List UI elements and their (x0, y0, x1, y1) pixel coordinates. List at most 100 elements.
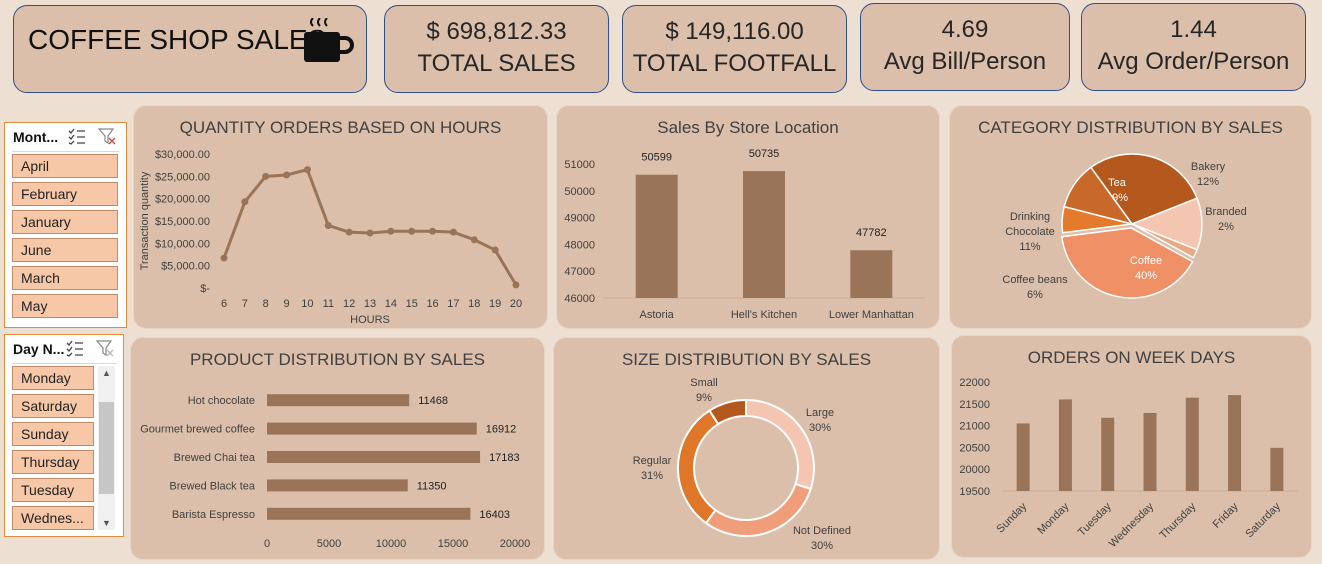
data-point (262, 172, 270, 180)
category-pie-chart: Tea29%Bakery12%Branded2%Coffee40%Coffee … (1002, 153, 1247, 301)
bar (267, 394, 410, 407)
chart-title: PRODUCT DISTRIBUTION BY SALES (189, 350, 486, 369)
clear-filter-icon[interactable] (97, 127, 117, 145)
category-label: Lower Manhattan (829, 309, 914, 321)
slicer-item-saturday[interactable]: Saturday (12, 394, 94, 418)
x-tick-label: 5000 (317, 538, 341, 550)
category-label: Astoria (640, 309, 675, 321)
clear-filter-icon[interactable] (95, 339, 115, 357)
data-point (345, 228, 353, 236)
x-tick-label: 9 (284, 298, 290, 310)
data-label: 16403 (479, 509, 510, 521)
category-pie-chart-panel: CATEGORY DISTRIBUTION BY SALES Tea 29% Bak… (950, 106, 1311, 328)
chart-title: ORDERS ON WEEK DAYS (1027, 348, 1236, 367)
y-tick-label: 21500 (959, 399, 990, 411)
slicer-item-march[interactable]: March (12, 266, 118, 290)
slicer-item-monday[interactable]: Monday (12, 366, 94, 390)
slicer-item-thursday[interactable]: Thursday (12, 450, 94, 474)
y-tick-label: $30,000.00 (155, 149, 210, 161)
kpi-label: Avg Bill/Person (883, 48, 1047, 75)
month-slicer: Mont... April February January June Marc… (4, 122, 127, 328)
y-tick-label: $10,000.00 (155, 238, 210, 250)
category-label: Saturday (1243, 500, 1283, 540)
x-tick-label: 10 (301, 298, 313, 310)
slicer-item-sunday[interactable]: Sunday (12, 422, 94, 446)
slice-percent: 6% (1027, 289, 1043, 301)
x-tick-label: 6 (221, 298, 227, 310)
bar (267, 422, 477, 435)
y-tick-label: 21000 (959, 421, 990, 433)
doughnut-slice (677, 409, 720, 525)
slice-label: Coffee beans (1002, 274, 1068, 286)
x-tick-label: 7 (242, 298, 248, 310)
bar (267, 451, 481, 463)
x-tick-label: 8 (263, 298, 269, 310)
slice-label: Large (806, 407, 834, 419)
bar (1270, 447, 1284, 491)
bar (1143, 412, 1157, 491)
x-tick-label: 15 (406, 298, 418, 310)
category-label: Thursday (1157, 500, 1198, 541)
product-bar-chart-panel: PRODUCT DISTRIBUTION BY SALES 0 5000 10000… (131, 338, 544, 559)
slice-label: Bakery (1191, 161, 1226, 173)
y-tick-label: 46000 (564, 293, 595, 305)
data-point (512, 281, 520, 289)
slicer-scrollbar[interactable]: ▲ ▼ (98, 366, 115, 530)
slicer-item-april[interactable]: April (12, 154, 118, 178)
slicer-item-may[interactable]: May (12, 294, 118, 318)
x-tick-label: 13 (364, 298, 376, 310)
data-point (429, 227, 437, 235)
chart-title: Sales By Store Location (657, 118, 839, 137)
x-tick-label: 19 (489, 298, 501, 310)
kpi-total-footfall: $ 149,116.00 TOTAL FOOTFALL (622, 5, 847, 93)
slicer-item-june[interactable]: June (12, 238, 118, 262)
y-tick-label: 49000 (564, 213, 595, 225)
slice-label: Tea (1108, 177, 1127, 189)
size-doughnut-chart: Large 30% Not Defined 30% Regular 31% Small 9% (633, 377, 851, 552)
slicer-item-tuesday[interactable]: Tuesday (12, 478, 94, 502)
data-point (408, 227, 416, 235)
doughnut-slice (745, 398, 815, 491)
category-label: Wednesday (1107, 500, 1157, 550)
kpi-total-sales: $ 698,812.33 TOTAL SALES (384, 5, 609, 93)
y-axis-label: Transaction quantity (139, 171, 151, 270)
kpi-label: TOTAL FOOTFALL (632, 50, 837, 77)
data-label: 50599 (641, 152, 672, 164)
slicer-item-january[interactable]: January (12, 210, 118, 234)
slicer-item-wednesday[interactable]: Wednes... (12, 506, 94, 530)
kpi-avg-order: 1.44 Avg Order/Person (1081, 3, 1306, 91)
day-slicer-title: Day N... (13, 341, 65, 357)
data-label: 16912 (486, 424, 517, 436)
bar (1058, 399, 1072, 491)
multi-select-icon[interactable] (67, 127, 87, 145)
data-label: 17183 (489, 452, 520, 464)
kpi-label: Avg Order/Person (1097, 48, 1290, 75)
kpi-label: TOTAL SALES (417, 50, 576, 77)
category-label: Hell's Kitchen (731, 309, 797, 321)
y-tick-label: $15,000.00 (155, 216, 210, 228)
series-line (222, 168, 518, 286)
slice-percent: 40% (1135, 270, 1157, 282)
slicer-item-february[interactable]: February (12, 182, 118, 206)
slice-percent: 2% (1218, 221, 1234, 233)
y-tick-label: 20000 (959, 464, 990, 476)
y-tick-label: 47000 (564, 266, 595, 278)
bar (1185, 397, 1199, 491)
data-point (303, 166, 311, 174)
multi-select-icon[interactable] (65, 339, 85, 357)
slice-label: Not Defined (793, 525, 851, 537)
x-axis-label: HOURS (350, 314, 390, 326)
x-tick-label: 16 (426, 298, 438, 310)
slice-percent: 30% (811, 540, 833, 552)
data-label: 50735 (749, 148, 780, 160)
pie-slice (1131, 223, 1199, 259)
x-tick-label: 15000 (438, 538, 469, 550)
scroll-down-icon[interactable]: ▼ (102, 518, 111, 528)
bar (1016, 423, 1030, 491)
scroll-thumb[interactable] (99, 402, 114, 494)
x-tick-label: 20 (510, 298, 522, 310)
y-tick-label: $5,000.00 (161, 261, 210, 273)
scroll-up-icon[interactable]: ▲ (102, 368, 111, 378)
page-title: COFFEE SHOP SALES (28, 24, 327, 55)
y-tick-label: $25,000.00 (155, 171, 210, 183)
